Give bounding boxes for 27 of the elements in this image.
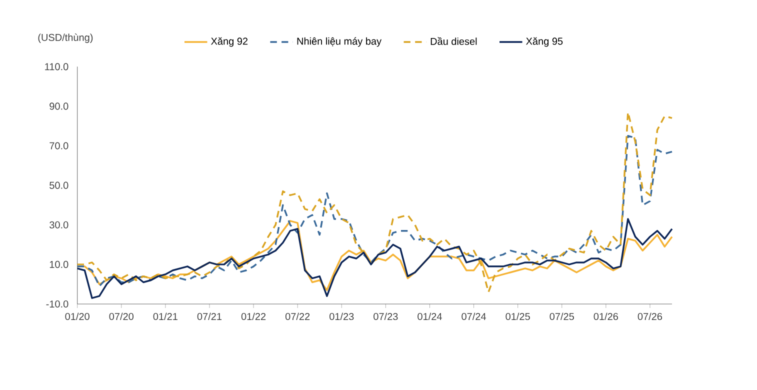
y-tick-label: 30.0 [50, 221, 68, 228]
legend-label: Nhiên liệu máy bay [297, 37, 382, 47]
legend-label: Dầu diesel [430, 37, 477, 45]
x-tick-label: 07/24 [462, 312, 486, 320]
x-tick-label: 01/22 [241, 312, 266, 320]
y-tick-label: 90.0 [50, 102, 68, 110]
x-tick-label: 07/23 [374, 312, 398, 320]
y-tick-label: 110.0 [45, 63, 68, 70]
y-tick-label: 50.0 [50, 182, 68, 189]
line-series [76, 111, 673, 294]
y-tick-label: 10.0 [50, 260, 68, 268]
y-axis-title: (USD/thùng) [38, 34, 93, 43]
legend-label: Xăng 95 [526, 37, 563, 47]
x-tick-label: 07/21 [197, 312, 222, 320]
y-tick-label: -10.0 [46, 300, 68, 308]
y-tick-label: 70.0 [50, 142, 68, 150]
x-tick-label: 07/26 [638, 312, 662, 320]
legend-label: Xăng 92 [211, 37, 248, 47]
x-tick-label: 07/25 [550, 312, 574, 320]
x-tick-label: 01/25 [506, 312, 530, 320]
x-tick-label: 01/20 [65, 312, 90, 320]
x-tick-label: 01/26 [594, 312, 618, 320]
x-tick-label: 01/21 [153, 312, 178, 320]
x-tick-label: 01/24 [418, 312, 442, 320]
x-tick-label: 07/20 [109, 312, 134, 320]
x-tick-label: 07/22 [285, 312, 310, 320]
x-tick-label: 01/23 [330, 312, 354, 320]
